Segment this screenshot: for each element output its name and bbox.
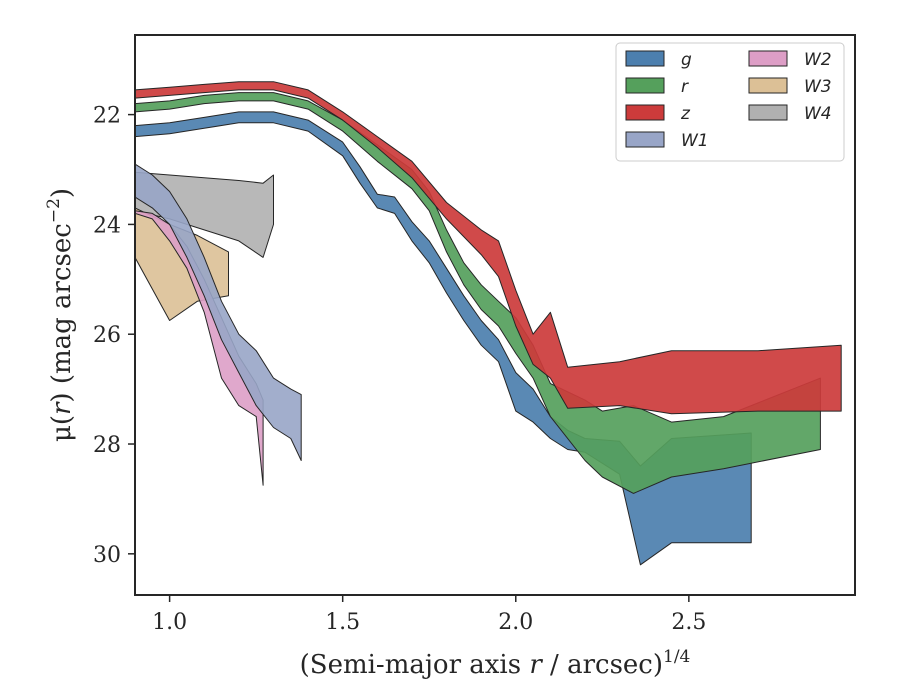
y-tick-label: 24 <box>93 213 121 238</box>
x-tick-label: 1.5 <box>325 610 360 635</box>
band-w1 <box>135 163 302 461</box>
legend-swatch-g <box>625 50 665 67</box>
x-tick-label: 1.0 <box>152 610 187 635</box>
y-axis-label: μ(r) (mag arcsec−2) <box>44 188 77 442</box>
bands-layer <box>135 81 842 566</box>
legend-label-w2: W2 <box>804 50 832 70</box>
legend-swatch-r <box>625 77 665 94</box>
legend-label-z: z <box>680 104 691 124</box>
y-axis-label-unit: ) (mag arcsec <box>47 223 77 402</box>
legend-frame <box>615 42 845 162</box>
legend-swatch-w1 <box>625 131 665 148</box>
legend-swatch-w4 <box>748 104 788 121</box>
y-ticks: 22 24 26 28 30 <box>93 104 135 568</box>
x-axis-label-var: r <box>529 650 543 680</box>
x-axis-label-sup: 1/4 <box>663 647 690 667</box>
x-axis-label: (Semi-major axis r / arcsec)1/4 <box>300 647 691 680</box>
legend-swatch-z <box>625 104 665 121</box>
y-axis-label-sup: −2 <box>44 198 64 223</box>
y-axis-label-main: μ( <box>47 415 77 442</box>
legend-swatch-w2 <box>748 50 788 67</box>
legend-label-w3: W3 <box>804 77 832 97</box>
y-axis-label-close: ) <box>47 188 77 198</box>
legend-label-w1: W1 <box>681 131 709 151</box>
x-tick-label: 2.0 <box>498 610 533 635</box>
y-tick-label: 28 <box>93 433 121 458</box>
legend-swatch-w3 <box>748 77 788 94</box>
legend-label-g: g <box>681 50 692 70</box>
legend-label-w4: W4 <box>804 104 832 124</box>
x-ticks: 1.0 1.5 2.0 2.5 <box>152 595 706 635</box>
x-tick-label: 2.5 <box>671 610 706 635</box>
y-tick-label: 30 <box>93 543 121 568</box>
legend-label-r: r <box>681 77 689 97</box>
y-tick-label: 26 <box>93 323 121 348</box>
band-z <box>135 81 842 415</box>
x-axis-label-unit: / arcsec) <box>542 650 663 680</box>
y-tick-label: 22 <box>93 104 121 129</box>
x-axis-label-main: (Semi-major axis <box>300 650 530 680</box>
y-axis-label-var: r <box>47 401 77 415</box>
legend: grz W1 W2 W3 W4 <box>615 42 845 162</box>
plot-frame <box>134 34 856 596</box>
